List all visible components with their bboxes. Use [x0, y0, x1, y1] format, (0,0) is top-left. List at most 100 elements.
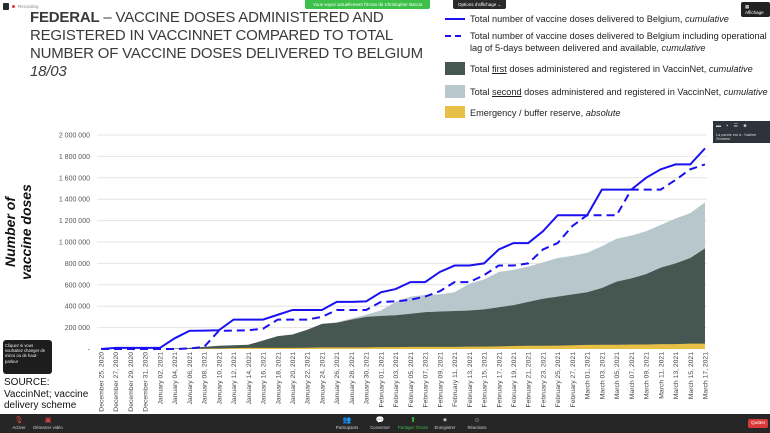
x-tick-label: February 19, 2021: [511, 352, 518, 408]
y-tick-label: 1 200 000: [59, 218, 90, 225]
participants-icon: 👥: [342, 417, 352, 424]
x-tick-label: February 11, 2021: [452, 352, 459, 407]
x-tick-label: January 04, 2021: [172, 352, 179, 405]
x-tick-label: January 10, 2021: [216, 352, 223, 405]
view-mode-icons[interactable]: ▬ ▪ ☰ ■: [716, 123, 749, 129]
display-button[interactable]: ▦ Affichage: [741, 2, 770, 17]
first-doses-swatch-icon: [445, 62, 465, 75]
slide-title: FEDERAL – VACCINE DOSES ADMINISTERED AND…: [30, 9, 440, 81]
x-tick-label: February 23, 2021: [540, 352, 547, 408]
second-doses-area: [101, 202, 705, 349]
x-tick-label: January 14, 2021: [246, 352, 253, 405]
x-tick-label: January 16, 2021: [261, 352, 268, 405]
x-tick-label: March 01, 2021: [585, 352, 592, 399]
x-tick-label: January 22, 2021: [305, 352, 312, 405]
x-tick-label: December 29, 2020: [128, 352, 135, 412]
legend-item-reserve: Emergency / buffer reserve, absolute: [442, 106, 768, 120]
x-tick-label: December 31, 2020: [143, 352, 150, 412]
x-tick-label: February 13, 2021: [467, 352, 474, 408]
x-tick-label: March 11, 2021: [658, 352, 665, 399]
x-tick-label: December 25, 2020: [99, 352, 106, 412]
y-tick-label: 1 600 000: [59, 175, 90, 182]
reserve-area: [101, 343, 705, 349]
legend-item-first-doses: Total first doses administered and regis…: [442, 62, 768, 76]
legend-item-second-doses: Total second doses administered and regi…: [442, 85, 768, 99]
chat-icon: 💬: [375, 417, 385, 424]
x-tick-label: February 27, 2021: [570, 352, 577, 408]
x-tick-label: January 20, 2021: [290, 352, 297, 405]
legend-item-delivered-lag: Total number of vaccine doses delivered …: [442, 30, 768, 54]
y-tick-label: -: [88, 347, 91, 354]
delivered-lag-line: [101, 163, 706, 350]
x-tick-label: January 26, 2021: [334, 352, 341, 405]
screen-share-banner: Vous voyez actuellement l'écran de Chris…: [305, 0, 431, 9]
x-tick-label: March 07, 2021: [629, 352, 636, 399]
x-tick-label: February 01, 2021: [378, 352, 385, 408]
y-tick-label: 200 000: [65, 325, 90, 332]
x-tick-label: March 17, 2021: [703, 352, 710, 399]
reactions-icon: ☺: [473, 417, 481, 424]
record-button[interactable]: ⏺ Enregistrer: [428, 416, 462, 430]
x-tick-label: February 07, 2021: [423, 352, 430, 408]
legend-item-delivered: Total number of vaccine doses delivered …: [442, 13, 768, 25]
video-off-icon: ▣: [44, 417, 52, 424]
x-tick-label: January 28, 2021: [349, 352, 356, 405]
y-tick-label: 1 400 000: [59, 197, 90, 204]
zoom-toolbar: 🎙 Activer ▣ Démarrer vidéo 👥 Participants 💬…: [0, 414, 770, 433]
zoom-security-icon[interactable]: [3, 3, 9, 10]
dashed-line-swatch-icon: [445, 35, 465, 37]
recording-indicator: Recording: [3, 3, 39, 10]
unmute-button[interactable]: 🎙 Activer: [2, 416, 36, 430]
muted-mic-icon: 🎙: [14, 417, 24, 424]
x-tick-label: January 08, 2021: [202, 352, 209, 405]
x-tick-label: February 09, 2021: [437, 352, 444, 408]
delivered-line: [100, 147, 706, 350]
source-note: SOURCE: VaccinNet; vaccine delivery sche…: [4, 377, 89, 411]
x-tick-label: January 06, 2021: [187, 352, 194, 405]
x-tick-label: January 24, 2021: [319, 352, 326, 405]
start-video-button[interactable]: ▣ Démarrer vidéo: [28, 416, 68, 430]
x-tick-label: February 15, 2021: [482, 352, 489, 408]
reserve-swatch-icon: [445, 106, 465, 118]
x-tick-label: February 17, 2021: [496, 352, 503, 408]
x-tick-label: February 25, 2021: [555, 352, 562, 408]
x-tick-label: March 13, 2021: [673, 352, 680, 399]
x-tick-label: January 12, 2021: [231, 352, 238, 405]
solid-line-swatch-icon: [445, 18, 465, 20]
participants-button[interactable]: 👥 Participants: [330, 416, 364, 430]
y-tick-label: 2 000 000: [59, 133, 90, 140]
recording-dot-icon: [12, 5, 15, 8]
x-tick-label: January 18, 2021: [275, 352, 282, 405]
chat-button[interactable]: 💬 Converser: [363, 416, 397, 430]
reactions-button[interactable]: ☺ Réactions: [460, 416, 494, 430]
y-tick-label: 1 800 000: [59, 154, 90, 161]
y-tick-label: 400 000: [65, 304, 90, 311]
x-tick-label: February 21, 2021: [526, 352, 533, 408]
x-tick-label: March 15, 2021: [688, 352, 695, 399]
share-screen-button[interactable]: ⬆ Partager l'écran: [393, 416, 433, 430]
audio-tooltip: Cliquez si vous souhaitez changer de mic…: [3, 340, 52, 374]
first-doses-area: [101, 248, 705, 349]
speaker-panel[interactable]: ▬ ▪ ☰ ■ La parole est à : Sabine Stordeu…: [713, 121, 770, 143]
x-tick-label: December 27, 2020: [113, 352, 120, 412]
second-doses-swatch-icon: [445, 85, 465, 98]
chart-legend: Total number of vaccine doses delivered …: [442, 13, 768, 120]
y-tick-label: 600 000: [65, 282, 90, 289]
slide-date: 18/03: [30, 63, 67, 80]
x-tick-label: January 30, 2021: [364, 352, 371, 405]
x-tick-label: March 03, 2021: [599, 352, 606, 399]
y-tick-label: 800 000: [65, 261, 90, 268]
x-tick-label: February 03, 2021: [393, 352, 400, 408]
active-speaker-text: La parole est à : Sabine Stordeur: [716, 133, 757, 141]
y-tick-label: 1 000 000: [59, 240, 90, 247]
view-options-button[interactable]: Options d'affichage ⌄: [453, 0, 507, 9]
quit-button[interactable]: Quitter: [748, 419, 769, 428]
x-tick-label: March 09, 2021: [644, 352, 651, 399]
x-tick-label: January 02, 2021: [157, 352, 164, 405]
x-tick-label: February 05, 2021: [408, 352, 415, 408]
record-icon: ⏺: [443, 417, 447, 424]
y-axis-label: Number of vaccine doses: [2, 184, 34, 280]
x-tick-label: March 05, 2021: [614, 352, 621, 399]
share-screen-icon: ⬆: [410, 417, 416, 424]
